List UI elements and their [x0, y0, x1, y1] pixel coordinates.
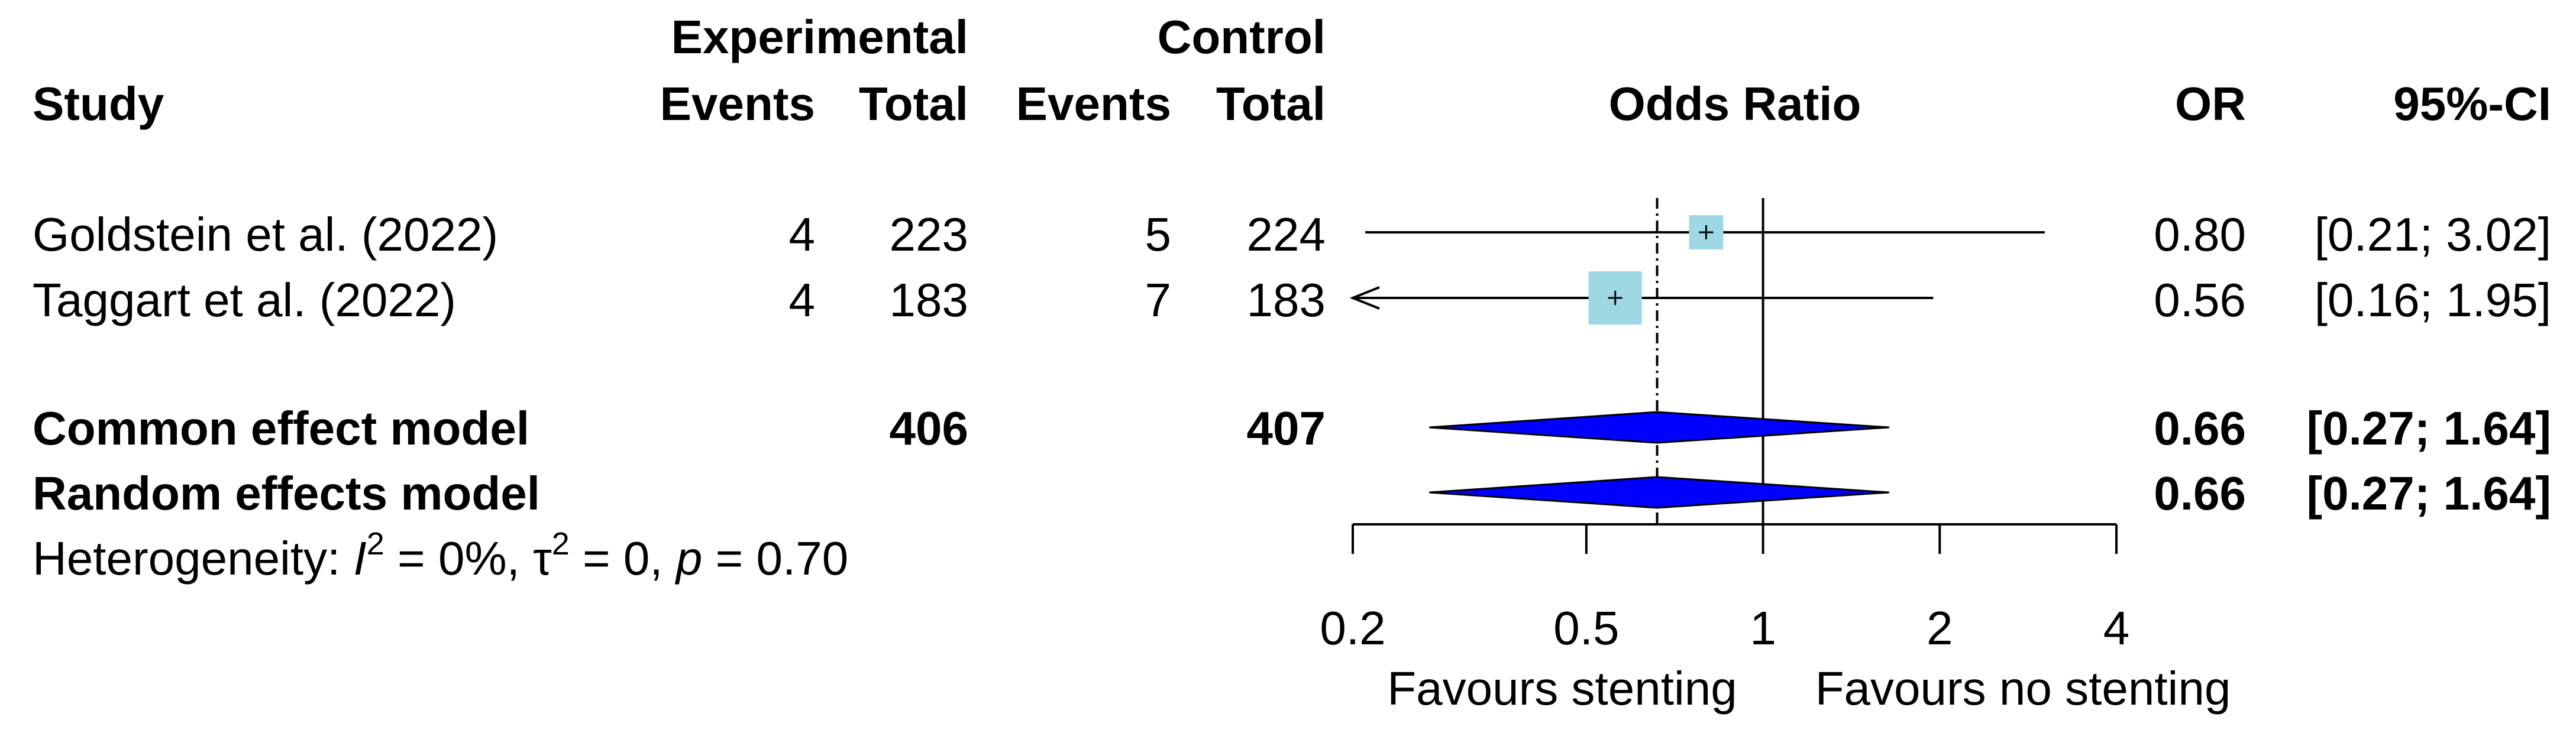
study-or-goldstein: 0.80: [2154, 208, 2246, 261]
study-name-goldstein: Goldstein et al. (2022): [33, 208, 498, 261]
heterogeneity-i2-label: I: [354, 532, 367, 585]
study-exp-total-taggart: 183: [890, 274, 968, 326]
x-tick-label: 0.2: [1320, 602, 1385, 654]
favours-left-label: Favours stenting: [1387, 662, 1737, 715]
heterogeneity-i2-superscript: 2: [367, 526, 384, 562]
heterogeneity-p-value: = 0.70: [702, 532, 848, 585]
heterogeneity-tau-label: τ: [533, 532, 552, 585]
pooled-or-common: 0.66: [2154, 402, 2246, 455]
pooled-ci-common: [0.27; 1.64]: [2306, 402, 2551, 455]
header-exp-total: Total: [859, 77, 968, 130]
heterogeneity-tau-superscript: 2: [552, 526, 570, 562]
pooled-ctrl-total-common: 407: [1247, 402, 1326, 455]
header-experimental: Experimental: [671, 11, 968, 63]
common-effect-diamond: [1429, 411, 1889, 444]
favours-right-label: Favours no stenting: [1815, 662, 2231, 715]
x-tick-label: 2: [1927, 602, 1953, 654]
header-plot-title: Odds Ratio: [1609, 77, 1861, 130]
header-ctrl-total: Total: [1216, 77, 1326, 130]
heterogeneity-i2-value: = 0%,: [384, 532, 533, 585]
heterogeneity-tau-value: = 0,: [570, 532, 676, 585]
study-ctrl-total-goldstein: 224: [1247, 208, 1326, 261]
study-or-taggart: 0.56: [2154, 274, 2246, 326]
heterogeneity-prefix: Heterogeneity:: [33, 532, 354, 585]
study-ctrl-events-taggart: 7: [1145, 274, 1172, 326]
study-ci-taggart: [0.16; 1.95]: [2315, 274, 2551, 326]
study-exp-total-goldstein: 223: [890, 208, 968, 261]
header-or: OR: [2175, 77, 2246, 130]
header-exp-events: Events: [660, 77, 815, 130]
study-ci-goldstein: [0.21; 3.02]: [2315, 208, 2551, 261]
pooled-ci-random: [0.27; 1.64]: [2306, 467, 2551, 520]
random-effects-diamond: [1429, 476, 1889, 509]
header-ci: 95%-CI: [2393, 77, 2551, 130]
x-tick-label: 4: [2103, 602, 2130, 654]
heterogeneity-text: Heterogeneity: I2 = 0%, τ2 = 0, p = 0.70: [33, 526, 848, 585]
heterogeneity-p-label: p: [675, 532, 703, 585]
study-ctrl-total-taggart: 183: [1247, 274, 1326, 326]
study-exp-events-taggart: 4: [789, 274, 816, 326]
plot-marks: 0.2 0.5 1 2 4: [1320, 198, 2129, 654]
header-study: Study: [33, 77, 164, 130]
x-tick-label: 1: [1750, 602, 1776, 654]
pooled-name-common: Common effect model: [33, 402, 529, 455]
x-tick-label: 0.5: [1553, 602, 1619, 654]
study-name-taggart: Taggart et al. (2022): [33, 274, 456, 326]
header-ctrl-events: Events: [1016, 77, 1171, 130]
study-ctrl-events-goldstein: 5: [1145, 208, 1172, 261]
study-exp-events-goldstein: 4: [789, 208, 816, 261]
pooled-name-random: Random effects model: [33, 467, 540, 520]
pooled-exp-total-common: 406: [890, 402, 968, 455]
pooled-or-random: 0.66: [2154, 467, 2246, 520]
study-ci-arrow-left: [1349, 286, 1380, 310]
header-control: Control: [1158, 11, 1326, 63]
